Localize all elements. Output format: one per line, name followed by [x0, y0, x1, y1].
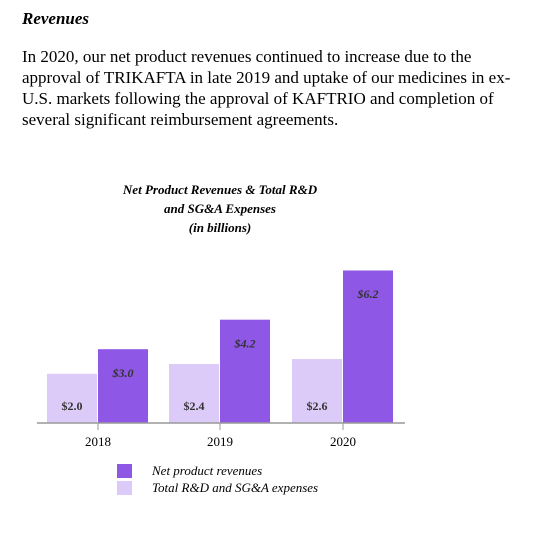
legend-label: Net product revenues: [151, 463, 262, 478]
chart-title: Net Product Revenues & Total R&D: [122, 182, 318, 197]
bar: [292, 359, 342, 423]
x-tick-label: 2020: [330, 434, 356, 449]
x-tick-label: 2018: [85, 434, 111, 449]
section-heading: Revenues: [22, 9, 90, 28]
bar: [98, 349, 148, 423]
x-tick-label: 2019: [207, 434, 233, 449]
value-label: $2.4: [184, 399, 205, 413]
value-label: $3.0: [112, 366, 134, 380]
text-line: U.S. markets following the approval of K…: [22, 89, 494, 108]
bar: [343, 270, 393, 423]
bar: [169, 363, 219, 423]
bar: [47, 373, 97, 423]
paragraph: In 2020, our net product revenues contin…: [22, 46, 510, 130]
value-label: $2.6: [307, 399, 328, 413]
value-label: $2.0: [62, 399, 83, 413]
legend-label: Total R&D and SG&A expenses: [152, 480, 318, 495]
legend-swatch: [117, 464, 132, 478]
value-label: $6.2: [357, 287, 379, 301]
bar: [220, 319, 270, 423]
legend-swatch: [117, 481, 132, 495]
text-line: several significant reimbursement agreem…: [22, 110, 339, 129]
value-label: $4.2: [234, 336, 256, 350]
text-line: approval of TRIKAFTA in late 2019 and up…: [22, 68, 511, 87]
chart-title: and SG&A Expenses: [164, 201, 276, 216]
chart-subtitle: (in billions): [189, 220, 252, 235]
text-line: In 2020, our net product revenues contin…: [22, 47, 472, 66]
